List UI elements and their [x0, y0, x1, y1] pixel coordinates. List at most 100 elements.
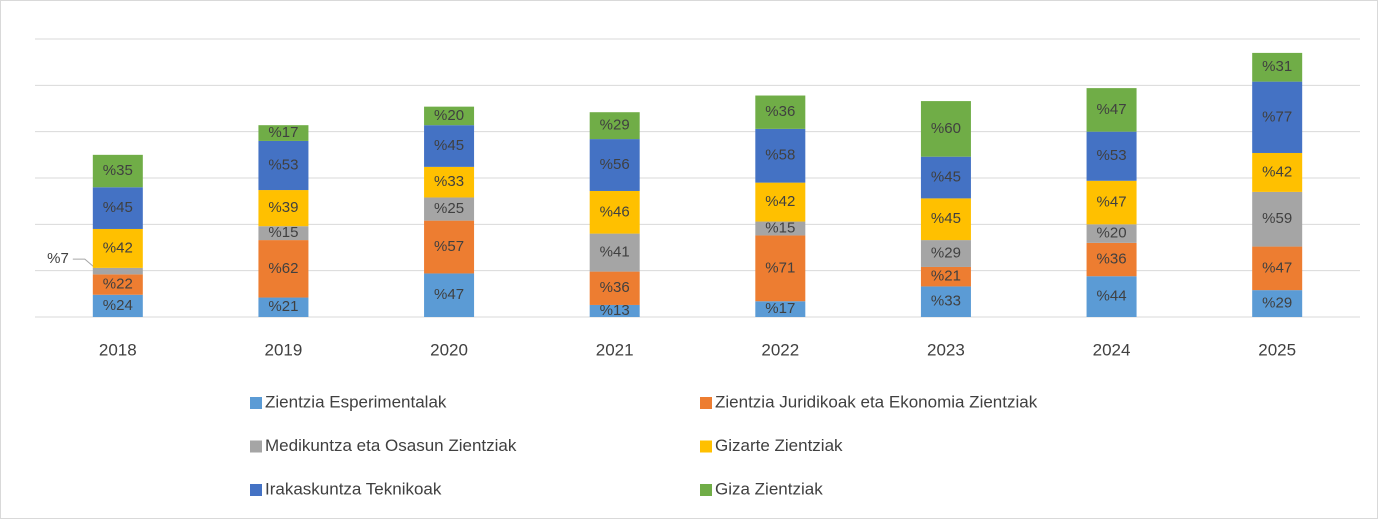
data-label: %25: [434, 200, 464, 217]
bar-segment: [755, 128, 806, 183]
legend-label: Medikuntza eta Osasun Zientziak: [265, 436, 517, 455]
legend-label: Giza Zientziak: [715, 479, 823, 498]
bar-segment: [1086, 131, 1137, 181]
bar-segment: [1086, 180, 1137, 225]
x-tick-label: 2023: [927, 340, 965, 359]
bar-segment: [1252, 81, 1303, 153]
bar-segment: [258, 297, 309, 317]
bar-segment: [424, 220, 475, 274]
bar-segment: [1252, 290, 1303, 317]
data-label: %29: [1262, 295, 1292, 312]
legend-swatch: [250, 397, 262, 409]
data-label: %20: [1097, 225, 1127, 242]
data-label: %13: [600, 302, 630, 319]
bar-segment: [920, 266, 971, 287]
legend-label: Gizarte Zientziak: [715, 436, 843, 455]
data-label: %59: [1262, 210, 1292, 227]
bar-segment: [589, 233, 640, 272]
bar-segment: [755, 182, 806, 222]
bar-segment: [92, 274, 143, 295]
legend-label: Irakaskuntza Teknikoak: [265, 479, 442, 498]
bar-segment: [755, 235, 806, 302]
bar-segment: [589, 112, 640, 140]
bar-segment: [258, 140, 309, 191]
data-label: %31: [1262, 58, 1292, 75]
data-label: %47: [1097, 194, 1127, 211]
data-label: %45: [103, 199, 133, 216]
data-label: %35: [103, 162, 133, 179]
bar-segment: [1086, 224, 1137, 243]
legend-label: Zientzia Juridikoak eta Ekonomia Zientzi…: [715, 392, 1038, 411]
data-label: %60: [931, 120, 961, 137]
bar-segment: [424, 197, 475, 221]
data-label: %46: [600, 203, 630, 220]
data-label: %45: [434, 137, 464, 154]
data-label: %62: [268, 260, 298, 277]
data-label: %45: [931, 169, 961, 186]
bar-segment: [1086, 276, 1137, 317]
bar-segment: [92, 228, 143, 268]
data-label: %36: [765, 103, 795, 120]
data-label: %47: [1097, 101, 1127, 118]
bar-segment: [258, 125, 309, 141]
legend-swatch: [700, 397, 712, 409]
legend-swatch: [250, 484, 262, 496]
data-label: %47: [1262, 259, 1292, 276]
bar-segment: [589, 190, 640, 234]
data-label: %77: [1262, 108, 1292, 125]
x-tick-label: 2019: [265, 340, 303, 359]
data-label: %15: [268, 224, 298, 241]
data-label: %21: [268, 298, 298, 315]
bar-segment: [258, 190, 309, 227]
data-label: %17: [268, 124, 298, 141]
bar-segment: [1252, 52, 1303, 82]
bar-segment: [92, 154, 143, 188]
x-tick-label: 2022: [761, 340, 799, 359]
data-label: %29: [931, 244, 961, 261]
data-label: %22: [103, 276, 133, 293]
data-label: %42: [103, 239, 133, 256]
bar-segment: [755, 221, 806, 236]
data-label: %53: [1097, 147, 1127, 164]
data-label: %7: [47, 250, 69, 267]
x-tick-label: 2018: [99, 340, 137, 359]
data-label: %42: [1262, 163, 1292, 180]
bar-segment: [755, 95, 806, 129]
bar-segment: [92, 294, 143, 317]
bar-segment: [589, 139, 640, 191]
bar-segment: [920, 101, 971, 157]
data-label: %58: [765, 147, 795, 164]
bar-segment: [258, 240, 309, 298]
data-label: %17: [765, 300, 795, 317]
bar-segment: [424, 106, 475, 126]
x-tick-label: 2021: [596, 340, 634, 359]
legend-swatch: [700, 440, 712, 453]
data-label: %56: [600, 156, 630, 173]
data-label: %45: [931, 210, 961, 227]
data-label: %33: [434, 173, 464, 190]
data-label: %47: [434, 286, 464, 303]
legend-swatch: [700, 484, 712, 496]
legend-label: Zientzia Esperimentalak: [265, 392, 447, 411]
legend-swatch: [250, 440, 262, 453]
data-label: %53: [268, 156, 298, 173]
data-label: %36: [600, 279, 630, 296]
data-label: %21: [931, 268, 961, 285]
bar-segment: [755, 301, 806, 317]
bar-segment: [258, 226, 309, 241]
data-label: %36: [1097, 251, 1127, 268]
bar-segment: [1086, 242, 1137, 277]
bar-segment: [920, 286, 971, 317]
bar-segment: [589, 271, 640, 305]
bar-segment: [92, 267, 143, 275]
data-label: %57: [434, 238, 464, 255]
data-label: %24: [103, 297, 133, 314]
data-label: %71: [765, 259, 795, 276]
bar-segment: [920, 240, 971, 267]
data-label: %20: [434, 107, 464, 124]
bar-segment: [92, 187, 143, 229]
data-label: %29: [600, 117, 630, 134]
